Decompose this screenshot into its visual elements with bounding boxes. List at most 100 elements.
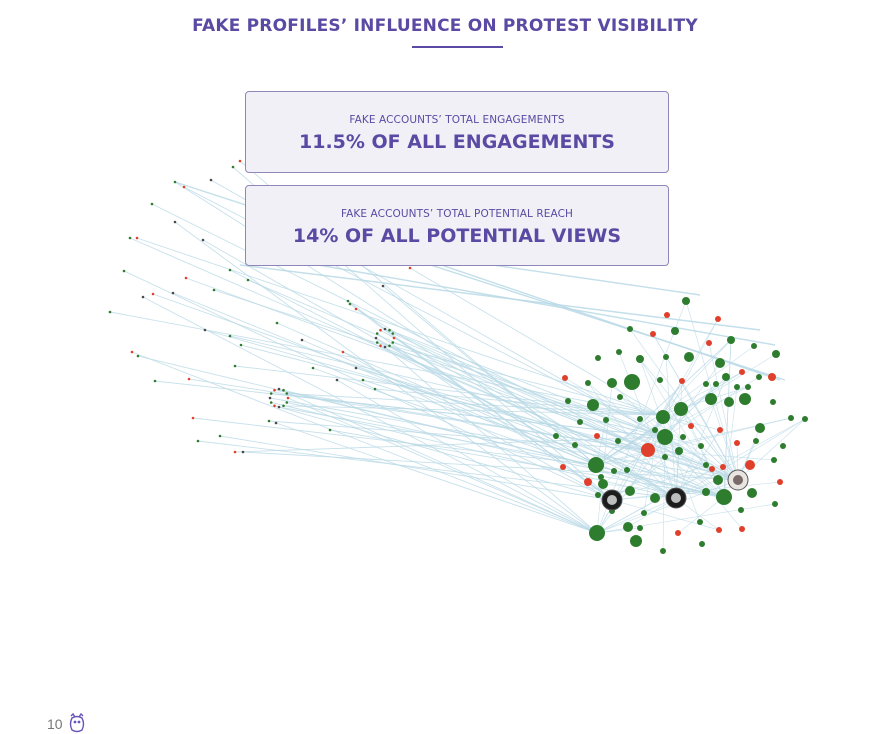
network-node <box>745 460 755 470</box>
network-node <box>709 466 715 472</box>
network-node <box>688 423 694 429</box>
network-edge <box>690 425 725 498</box>
network-node <box>674 402 688 416</box>
avatar-node-image <box>671 493 681 503</box>
network-edge <box>382 285 597 466</box>
avatar-node-image <box>607 495 617 505</box>
network-node <box>663 354 669 360</box>
network-node <box>273 388 276 392</box>
network-node <box>703 462 709 468</box>
network-node <box>141 295 145 299</box>
network-node <box>273 404 276 408</box>
network-edge <box>675 429 721 499</box>
network-node <box>209 178 213 182</box>
network-node <box>275 321 279 325</box>
network-node <box>650 331 656 337</box>
network-node <box>594 433 600 439</box>
network-edge <box>286 393 661 416</box>
network-node <box>584 478 592 486</box>
network-node <box>788 415 794 421</box>
stat-box-engagements: FAKE ACCOUNTS’ TOTAL ENGAGEMENTS 11.5% O… <box>245 91 669 173</box>
network-node <box>184 276 188 280</box>
network-node <box>153 379 157 383</box>
network-node <box>682 297 690 305</box>
network-node <box>739 526 745 532</box>
network-node <box>662 454 668 460</box>
network-node <box>716 527 722 533</box>
network-edge <box>710 398 739 481</box>
network-edge <box>287 397 598 534</box>
network-node <box>652 427 658 433</box>
network-node <box>171 291 175 295</box>
network-node <box>282 388 285 392</box>
network-node <box>777 479 783 485</box>
network-node <box>388 344 391 348</box>
network-node <box>772 501 778 507</box>
network-edge <box>123 270 613 501</box>
network-node <box>671 327 679 335</box>
network-node <box>724 397 734 407</box>
network-node <box>716 489 732 505</box>
network-edge <box>374 388 661 416</box>
network-node <box>607 378 617 388</box>
network-node <box>108 310 112 314</box>
network-node <box>720 464 726 470</box>
network-node <box>354 366 358 370</box>
network-node <box>637 416 643 422</box>
avatar-node-image <box>733 475 743 485</box>
network-edge <box>286 402 725 498</box>
network-edge <box>708 342 739 481</box>
network-edge <box>342 351 613 501</box>
network-node <box>660 548 666 554</box>
network-edge <box>677 496 725 534</box>
network-node <box>553 433 559 439</box>
network-edge <box>376 333 613 501</box>
network-edge <box>389 345 649 451</box>
network-edge <box>596 418 806 534</box>
network-node <box>231 165 235 169</box>
network-edge <box>664 376 760 438</box>
network-node <box>267 419 271 423</box>
network-edge <box>268 420 649 451</box>
network-node <box>657 377 663 383</box>
network-node <box>734 384 740 390</box>
network-edge <box>596 382 613 534</box>
network-node <box>228 334 232 338</box>
network-node <box>218 434 222 438</box>
network-node <box>374 336 378 340</box>
network-node <box>675 530 681 536</box>
network-node <box>375 341 379 344</box>
network-node <box>381 284 385 288</box>
network-node <box>679 378 685 384</box>
network-node <box>625 486 635 496</box>
network-node <box>802 416 808 422</box>
network-edge <box>675 380 683 499</box>
network-edge <box>611 499 720 531</box>
network-node <box>173 220 177 224</box>
network-edge <box>142 296 598 534</box>
network-edge <box>587 382 677 499</box>
network-edge <box>271 402 677 499</box>
network-node <box>656 410 670 424</box>
network-edge <box>617 440 725 498</box>
network-edge <box>659 339 732 416</box>
network-node <box>771 457 777 463</box>
network-node <box>617 394 623 400</box>
network-node <box>624 467 630 473</box>
network-node <box>239 343 243 347</box>
network-node <box>268 396 272 400</box>
network-edge <box>274 389 649 451</box>
network-node <box>335 378 339 382</box>
network-node <box>392 336 396 340</box>
network-node <box>616 349 622 355</box>
stat-label-reach: FAKE ACCOUNTS’ TOTAL POTENTIAL REACH <box>340 208 574 220</box>
network-node <box>135 236 139 240</box>
network-node <box>595 492 601 498</box>
network-node <box>373 387 377 391</box>
network-node <box>379 328 382 332</box>
network-edge <box>629 449 649 492</box>
network-edge <box>595 386 749 466</box>
network-node <box>739 393 751 405</box>
network-edge <box>675 418 806 499</box>
network-node <box>680 434 686 440</box>
